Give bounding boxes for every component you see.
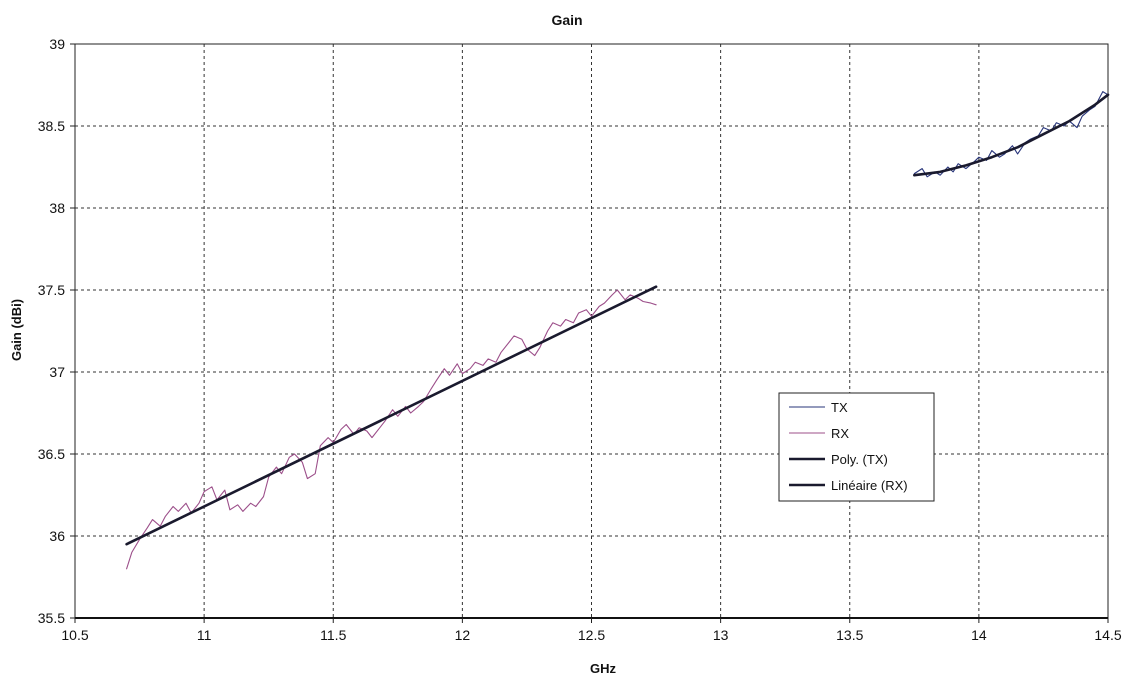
y-tick-label: 39 [49,36,65,52]
x-tick-label: 13 [713,627,729,643]
legend-label-rx: RX [831,426,849,441]
y-axis-label: Gain (dBi) [9,299,24,361]
x-tick-label: 14.5 [1094,627,1121,643]
x-tick-label: 12 [455,627,471,643]
x-tick-label: 11.5 [320,627,346,643]
legend: TX RX Poly. (TX) Linéaire (RX) [778,392,935,502]
y-tick-label: 36.5 [38,446,65,462]
y-tick-label: 37 [49,364,65,380]
x-tick-label: 14 [971,627,987,643]
series-line-poly-tx [912,93,1110,177]
x-tick-label: 11 [197,627,212,643]
x-tick-label: 10.5 [61,627,88,643]
legend-label-tx: TX [831,400,848,415]
x-axis-label: GHz [590,661,617,676]
series-line-tx [913,91,1109,178]
series-line-rx [126,289,657,570]
y-tick-label: 35.5 [38,610,65,626]
x-tick-label: 13.5 [836,627,863,643]
chart-title: Gain [551,12,582,28]
legend-label-poly-tx: Poly. (TX) [831,452,888,467]
y-tick-label: 38 [49,200,65,216]
y-tick-label: 38.5 [38,118,65,134]
y-tick-label: 36 [49,528,65,544]
series-line-lin-aire-rx [125,285,658,546]
legend-box [778,392,935,502]
series-layer [125,91,1110,570]
y-tick-label: 37.5 [38,282,65,298]
grid-layer [75,44,1108,618]
x-tick-label: 12.5 [578,627,605,643]
legend-label-lin-aire-rx: Linéaire (RX) [831,478,908,493]
ticks-layer: 10.5 11 11.5 12 12.5 13 13.5 14 14.5 35.5 36 36.5 37… [38,36,1122,643]
